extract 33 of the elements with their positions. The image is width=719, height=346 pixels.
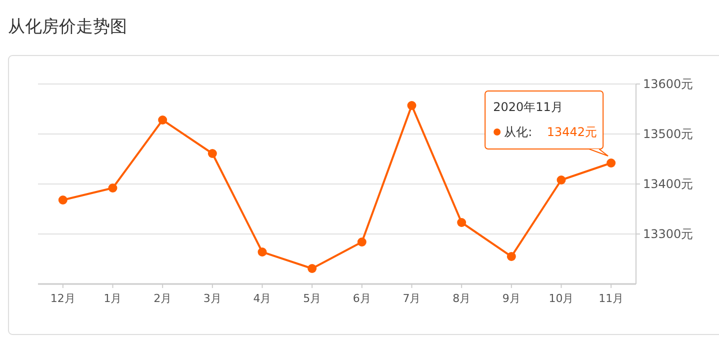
point: [457, 218, 466, 227]
x-tick-label: 6月: [352, 292, 371, 305]
point: [606, 158, 616, 168]
point: [357, 238, 366, 246]
y-tick-label: 13300元: [643, 227, 694, 241]
point: [308, 264, 317, 273]
point: [258, 248, 267, 256]
x-tick-label: 9月: [502, 292, 520, 305]
point: [208, 149, 217, 158]
x-tick-label: 12月: [50, 292, 76, 305]
x-tick-label: 1月: [104, 292, 122, 305]
chart-title: 从化房价走势图: [8, 17, 127, 37]
point: [58, 196, 68, 204]
point: [158, 116, 168, 124]
x-tick-label: 4月: [253, 292, 272, 305]
point: [108, 184, 118, 192]
point: [506, 252, 516, 261]
point: [556, 176, 566, 184]
x-tick-label: 3月: [203, 292, 222, 305]
y-tick-label: 13600元: [643, 77, 694, 91]
x-tick-label: 7月: [402, 292, 421, 305]
y-tick-label: 13400元: [643, 177, 694, 191]
x-tick-label: 8月: [452, 292, 471, 305]
tooltip: 2020年11月 从化: 13442元: [484, 90, 609, 156]
x-tick-label: 5月: [303, 292, 322, 305]
x-tick-label: 10月: [548, 292, 574, 305]
annotation: 13442元: [546, 125, 598, 139]
y-tick-label: 13500元: [643, 127, 694, 141]
x-tick-label: 2月: [154, 292, 172, 305]
annotation: 从化:: [504, 125, 532, 139]
annotation: 2020年11月: [493, 100, 563, 114]
x-tick-label: 11月: [598, 292, 624, 305]
point: [407, 101, 416, 110]
